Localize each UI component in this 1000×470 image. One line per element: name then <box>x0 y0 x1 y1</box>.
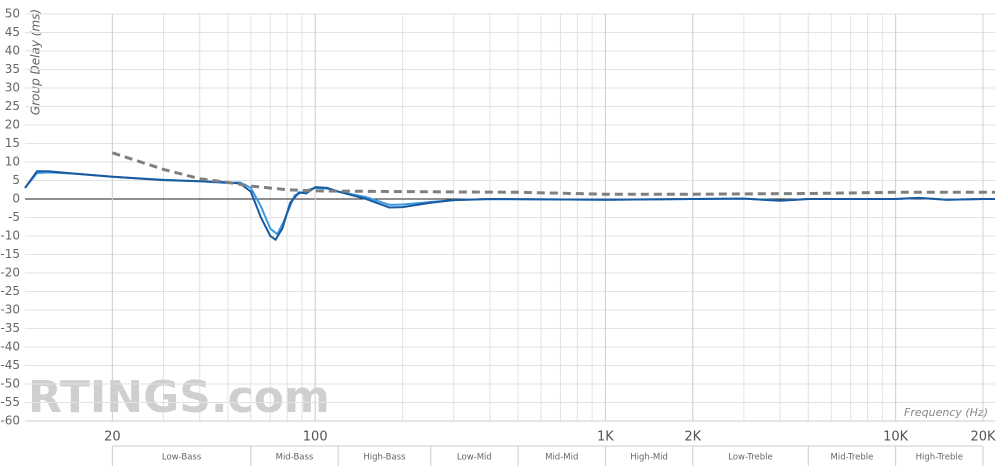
x-tick-label: 100 <box>303 430 328 445</box>
y-tick-label: 30 <box>5 81 20 95</box>
band-label: Low-Bass <box>162 453 202 463</box>
y-tick-label: -15 <box>0 247 20 261</box>
y-tick-label: -20 <box>0 266 20 280</box>
y-tick-label: -5 <box>8 210 20 224</box>
y-tick-label: 0 <box>12 192 20 206</box>
data-line <box>24 170 995 242</box>
y-tick-label: 20 <box>5 118 20 132</box>
band-label: Low-Mid <box>457 453 492 463</box>
y-tick-label: 10 <box>5 155 20 169</box>
y-tick-label: -25 <box>0 284 20 298</box>
x-tick-label: 2K <box>684 430 701 445</box>
band-label: Mid-Treble <box>831 453 874 463</box>
y-tick-label: 45 <box>5 25 20 39</box>
band-label: Low-Treble <box>728 453 773 463</box>
band-label: Mid-Mid <box>545 453 578 463</box>
y-tick-label: -50 <box>0 377 20 391</box>
x-tick-label: 20 <box>104 430 121 445</box>
y-tick-label: 25 <box>5 99 20 113</box>
x-tick-label: 1K <box>597 430 614 445</box>
band-label: High-Treble <box>916 453 963 463</box>
band-label: High-Mid <box>630 453 668 463</box>
watermark: RTINGS.com <box>28 372 330 423</box>
x-tick-label: 10K <box>883 430 909 445</box>
target-line <box>111 151 995 196</box>
band-label: High-Bass <box>363 453 406 463</box>
y-tick-label: -30 <box>0 303 20 317</box>
y-tick-label: -45 <box>0 358 20 372</box>
y-tick-label: 50 <box>5 7 20 21</box>
y-tick-label: -35 <box>0 321 20 335</box>
y-tick-label: 15 <box>5 136 20 150</box>
y-tick-label: -60 <box>0 414 20 428</box>
y-tick-label: -55 <box>0 395 20 409</box>
band-label: Mid-Bass <box>276 453 314 463</box>
data-line <box>24 171 995 236</box>
y-tick-label: 40 <box>5 44 20 58</box>
y-tick-label: 35 <box>5 62 20 76</box>
y-tick-label: -40 <box>0 340 20 354</box>
y-axis-label: Group Delay (ms) <box>29 9 43 115</box>
x-tick-label: 20K <box>970 430 996 445</box>
y-tick-label: 5 <box>12 173 20 187</box>
y-tick-label: -10 <box>0 229 20 243</box>
x-axis-label: Frequency (Hz) <box>904 406 988 419</box>
